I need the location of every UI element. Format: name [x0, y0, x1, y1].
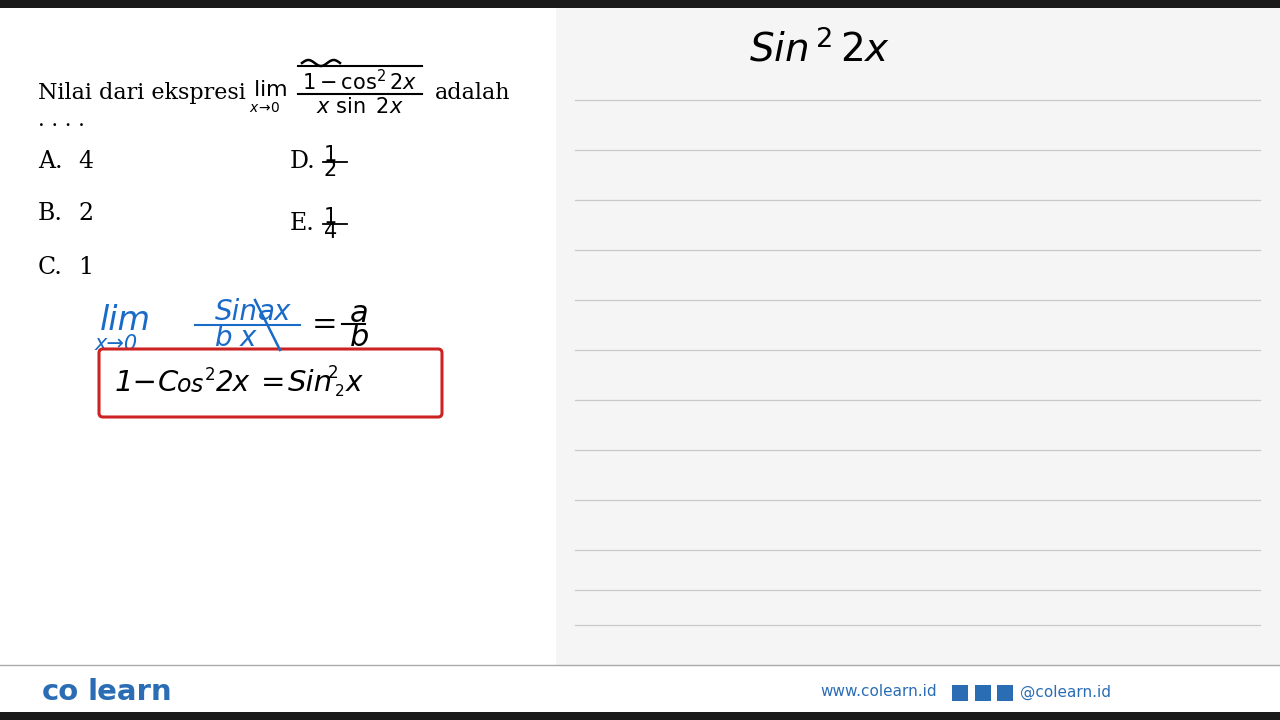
Bar: [556, 8, 1280, 665]
Text: E.: E.: [291, 212, 315, 235]
Bar: [0, 8, 556, 665]
Bar: [0, 665, 1280, 720]
Text: b: b: [215, 324, 233, 352]
Text: =: =: [312, 310, 338, 341]
Text: b: b: [349, 323, 370, 351]
Bar: [952, 685, 968, 701]
Text: 1: 1: [78, 256, 93, 279]
Bar: [0, 0, 1280, 8]
Text: @colearn.id: @colearn.id: [1020, 685, 1111, 700]
Text: x: x: [241, 324, 256, 352]
Text: 2: 2: [328, 364, 339, 382]
Text: $1-\cos^2 2x$: $1-\cos^2 2x$: [302, 69, 417, 94]
Text: www.colearn.id: www.colearn.id: [820, 685, 937, 700]
Text: 1−: 1−: [115, 369, 157, 397]
Text: co: co: [42, 678, 79, 706]
Text: =: =: [261, 369, 285, 397]
Text: C: C: [157, 369, 178, 397]
Text: 2: 2: [205, 366, 215, 384]
Text: $2$: $2$: [324, 160, 337, 180]
Text: a: a: [349, 299, 369, 328]
Text: D.: D.: [291, 150, 316, 174]
Text: 2: 2: [78, 202, 93, 225]
Text: x: x: [346, 369, 362, 397]
Text: x→0: x→0: [95, 334, 138, 354]
FancyBboxPatch shape: [99, 349, 442, 417]
Text: . . . .: . . . .: [38, 110, 84, 130]
Text: $1$: $1$: [324, 207, 337, 227]
Text: $x\ \sin\ 2x$: $x\ \sin\ 2x$: [316, 97, 403, 117]
Bar: [997, 685, 1012, 701]
Text: lim: lim: [100, 304, 151, 336]
Text: learn: learn: [88, 678, 173, 706]
Text: $4$: $4$: [323, 222, 337, 242]
Text: adalah: adalah: [435, 82, 511, 104]
Bar: [0, 712, 1280, 720]
Text: Sin: Sin: [288, 369, 333, 397]
Text: $\lim$: $\lim$: [253, 79, 287, 101]
Text: s: s: [191, 373, 204, 397]
Text: $\mathit{Sin}^{\,2}\,2x$: $\mathit{Sin}^{\,2}\,2x$: [749, 30, 891, 70]
Text: C.: C.: [38, 256, 63, 279]
Text: B.: B.: [38, 202, 63, 225]
Text: Nilai dari ekspresi: Nilai dari ekspresi: [38, 82, 246, 104]
Text: $x\!\to\!0$: $x\!\to\!0$: [250, 101, 280, 115]
Text: ax: ax: [259, 298, 292, 326]
Bar: [975, 685, 991, 701]
Text: A.: A.: [38, 150, 63, 174]
Text: Sin: Sin: [215, 298, 259, 326]
Text: 2x: 2x: [216, 369, 250, 397]
Text: 4: 4: [78, 150, 93, 174]
Text: o: o: [177, 373, 192, 397]
Text: 2: 2: [335, 384, 344, 398]
Text: $1$: $1$: [324, 145, 337, 165]
